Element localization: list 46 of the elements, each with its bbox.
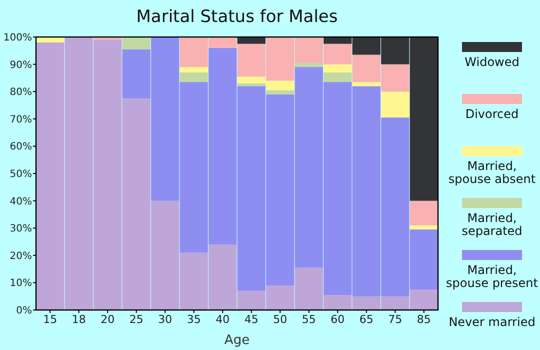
y-tick-label: 40% — [10, 196, 32, 208]
bar — [122, 37, 150, 50]
x-tick-label: 15 — [43, 313, 58, 326]
x-tick-label: 18 — [72, 313, 86, 326]
x-tick-label: 60 — [330, 313, 345, 326]
bar — [180, 72, 208, 82]
bar — [237, 83, 266, 86]
x-tick-label: 20 — [100, 313, 115, 326]
x-axis-title: Age — [224, 333, 250, 348]
y-tick-label: 70% — [10, 114, 32, 126]
legend-label: Widowed — [464, 55, 520, 69]
legend-label: Never married — [448, 315, 536, 329]
x-tick-label: 30 — [158, 313, 172, 326]
bar — [352, 82, 380, 86]
legend-label: Married, spouse absent — [448, 159, 536, 186]
x-tick-label: 50 — [273, 313, 288, 326]
x-tick-label: 25 — [129, 313, 144, 326]
legend-label: Divorced — [465, 107, 519, 121]
bar — [410, 225, 438, 230]
bar — [266, 90, 294, 94]
y-tick-label: 90% — [10, 60, 32, 71]
y-tick-label: 60% — [10, 142, 32, 153]
x-tick-label: 55 — [302, 313, 316, 326]
x-tick-label: 35 — [186, 313, 201, 326]
y-tick-label: 10% — [10, 278, 32, 290]
y-tick-label: 50% — [10, 169, 32, 180]
bar — [324, 72, 352, 82]
x-tick-label: 65 — [359, 313, 374, 326]
y-tick-label: 100% — [3, 32, 32, 44]
x-tick-label: 45 — [244, 313, 258, 326]
x-tick-label: 85 — [416, 313, 431, 326]
legend-label: Married, separated — [462, 211, 522, 238]
bar — [294, 62, 323, 68]
bar — [381, 92, 410, 118]
chart-title: Marital Status for Males — [136, 7, 338, 27]
x-tick-label: 75 — [388, 313, 402, 326]
legend-label: Married, spouse present — [446, 263, 538, 290]
y-tick-label: 20% — [10, 250, 32, 262]
y-tick-label: 0% — [16, 306, 32, 316]
bar — [324, 64, 352, 72]
bar — [180, 67, 208, 72]
bar — [410, 200, 438, 226]
x-tick-label: 40 — [216, 313, 230, 326]
y-tick-label: 30% — [10, 224, 32, 235]
y-tick-label: 80% — [10, 87, 32, 98]
bar — [237, 37, 266, 44]
